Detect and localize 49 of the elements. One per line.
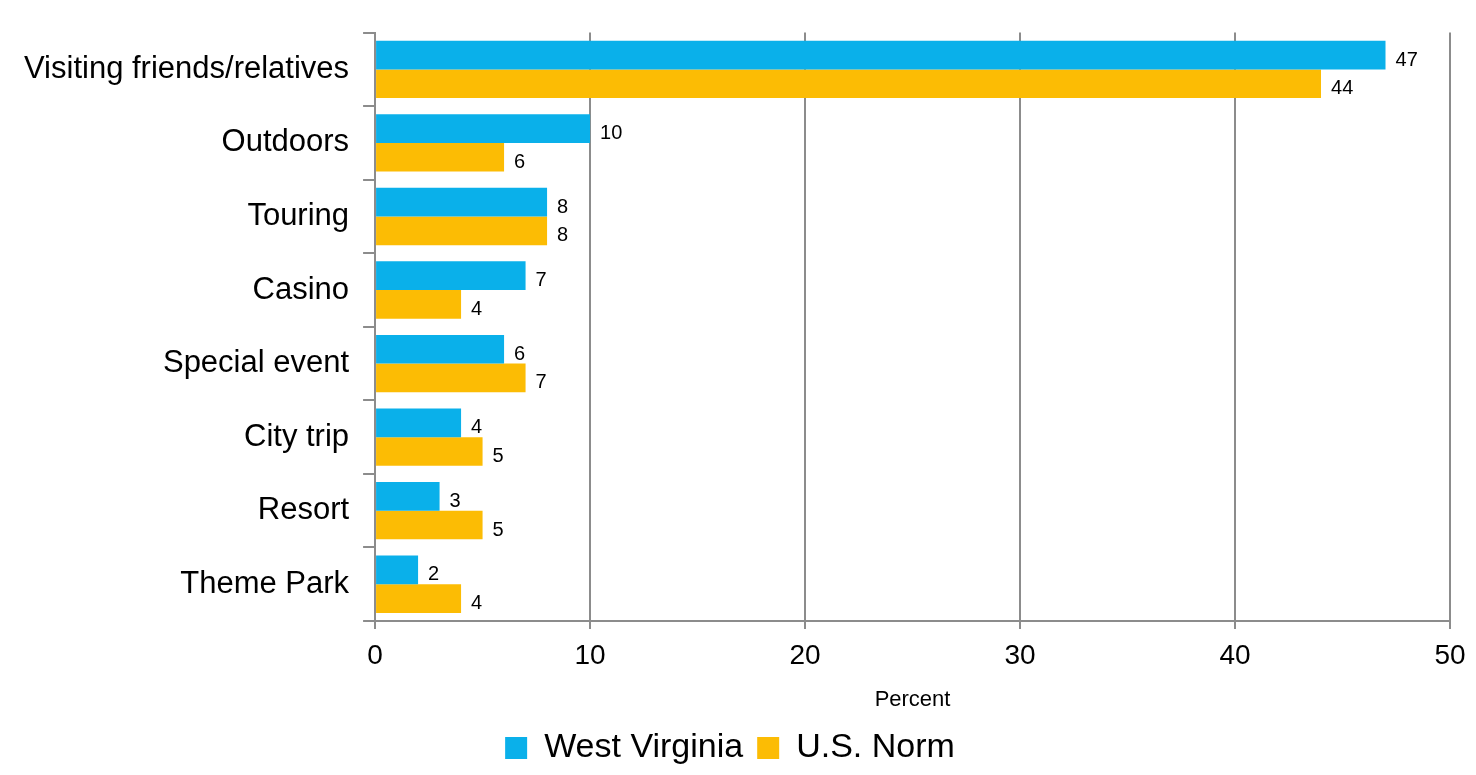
data-label: 8 bbox=[557, 194, 569, 217]
y-tick-label: Theme Park bbox=[180, 564, 350, 600]
x-tick-label: 0 bbox=[367, 638, 383, 670]
data-label: 47 bbox=[1395, 47, 1418, 70]
bar bbox=[376, 334, 505, 364]
x-tick-label: 50 bbox=[1434, 638, 1466, 670]
y-tick-label: Casino bbox=[252, 270, 350, 306]
data-label: 4 bbox=[471, 296, 483, 319]
y-tick-label: Touring bbox=[247, 197, 350, 233]
bar bbox=[376, 261, 526, 291]
bar bbox=[376, 510, 483, 540]
y-tick-label: Visiting friends/relatives bbox=[24, 49, 350, 85]
data-label: 8 bbox=[557, 223, 569, 246]
y-tick-label: Resort bbox=[257, 491, 350, 527]
bar bbox=[376, 40, 1386, 70]
data-label: 4 bbox=[471, 591, 483, 614]
y-tick-label: City trip bbox=[244, 417, 350, 453]
x-tick-label: 30 bbox=[1004, 638, 1036, 670]
bar bbox=[376, 437, 483, 466]
x-tick-label: 20 bbox=[789, 638, 821, 670]
bar bbox=[376, 114, 591, 143]
bar bbox=[376, 408, 462, 438]
data-label: 6 bbox=[514, 149, 526, 172]
data-label: 3 bbox=[449, 488, 461, 511]
x-axis-title: Percent bbox=[874, 685, 951, 711]
bar bbox=[376, 69, 1322, 99]
y-tick-label: Special event bbox=[162, 344, 350, 380]
bar bbox=[376, 290, 462, 319]
data-label: 4 bbox=[471, 415, 483, 438]
data-label: 2 bbox=[428, 562, 440, 585]
bar bbox=[376, 216, 548, 246]
legend-label: West Virginia bbox=[544, 726, 744, 765]
bar bbox=[376, 555, 419, 585]
data-label: 6 bbox=[514, 341, 526, 364]
data-label: 7 bbox=[535, 268, 547, 291]
x-tick-label: 40 bbox=[1219, 638, 1251, 670]
data-label: 5 bbox=[492, 517, 504, 540]
bar bbox=[376, 584, 462, 613]
data-label: 44 bbox=[1331, 76, 1354, 99]
bar bbox=[376, 187, 548, 217]
bar bbox=[376, 363, 526, 393]
bar bbox=[376, 481, 440, 511]
x-tick-label: 10 bbox=[574, 638, 606, 670]
data-label: 10 bbox=[600, 121, 623, 144]
legend-label: U.S. Norm bbox=[796, 726, 955, 765]
data-label: 5 bbox=[492, 443, 504, 466]
data-label: 7 bbox=[535, 370, 547, 393]
y-tick-label: Outdoors bbox=[221, 123, 350, 159]
bar bbox=[376, 142, 505, 172]
